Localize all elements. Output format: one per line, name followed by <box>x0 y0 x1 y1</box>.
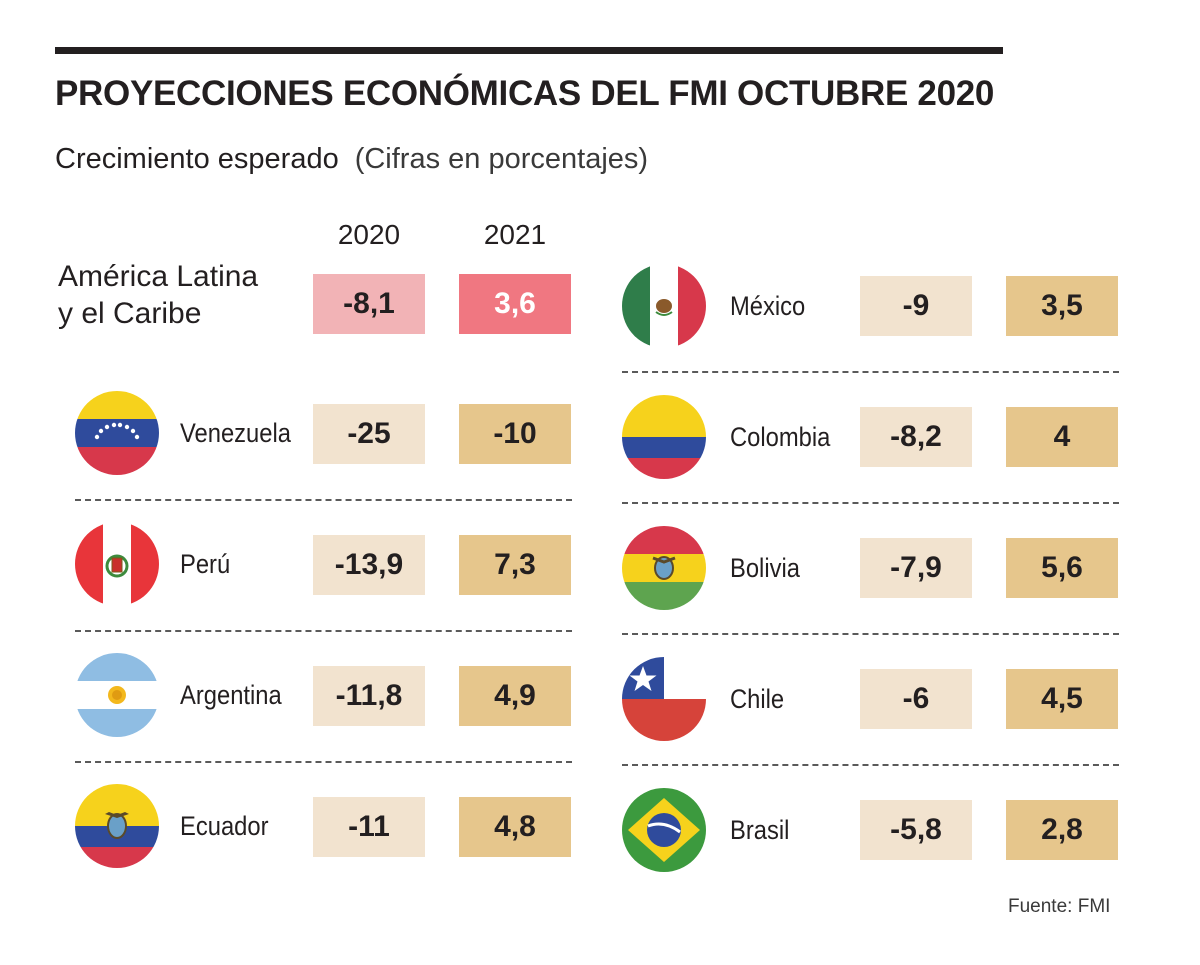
value-2021: 2,8 <box>1006 800 1118 860</box>
region-label-line2: y el Caribe <box>58 297 202 330</box>
colombia-flag-icon <box>622 395 706 479</box>
ecuador-flag-icon <box>75 784 159 868</box>
region-value-2021: 3,6 <box>459 274 571 334</box>
value-2021: 4 <box>1006 407 1118 467</box>
country-label: Chile <box>730 684 785 714</box>
value-2021: -10 <box>459 404 571 464</box>
row-divider <box>622 502 1119 504</box>
country-label: Argentina <box>180 680 282 710</box>
column-header-2021: 2021 <box>483 219 547 250</box>
row-divider <box>622 371 1119 373</box>
country-label: México <box>730 291 806 321</box>
value-2021: 5,6 <box>1006 538 1118 598</box>
mexico-flag-icon <box>622 264 706 348</box>
column-header-2020: 2020 <box>337 219 401 250</box>
brasil-flag-icon <box>622 788 706 872</box>
value-2020: -8,2 <box>860 407 972 467</box>
value-2021: 3,5 <box>1006 276 1118 336</box>
value-2020: -11 <box>313 797 425 857</box>
value-2021: 4,9 <box>459 666 571 726</box>
value-2020: -7,9 <box>860 538 972 598</box>
top-rule <box>55 47 1003 54</box>
value-2021: 4,8 <box>459 797 571 857</box>
row-divider <box>75 761 572 763</box>
region-value-2020: -8,1 <box>313 274 425 334</box>
country-label: Colombia <box>730 422 831 452</box>
row-divider <box>622 764 1119 766</box>
value-2020: -25 <box>313 404 425 464</box>
row-divider <box>622 633 1119 635</box>
value-2020: -9 <box>860 276 972 336</box>
country-label: Bolivia <box>730 553 801 583</box>
source-note: Fuente: FMI <box>1008 896 1111 917</box>
country-label: Brasil <box>730 815 790 845</box>
value-2021: 4,5 <box>1006 669 1118 729</box>
bolivia-flag-icon <box>622 526 706 610</box>
chart-subtitle: Crecimiento esperado (Cifras en porcentaj… <box>55 141 648 177</box>
value-2020: -13,9 <box>313 535 425 595</box>
chile-flag-icon <box>622 657 706 741</box>
subtitle-main: Crecimiento esperado <box>55 143 339 175</box>
country-label: Venezuela <box>180 418 291 448</box>
venezuela-flag-icon <box>75 391 159 475</box>
value-2021: 7,3 <box>459 535 571 595</box>
peru-flag-icon <box>75 522 159 606</box>
subtitle-note: (Cifras en porcentajes) <box>354 143 649 175</box>
country-label: Perú <box>180 549 231 579</box>
value-2020: -11,8 <box>313 666 425 726</box>
chart-title: PROYECCIONES ECONÓMICAS DEL FMI OCTUBRE … <box>55 74 995 113</box>
value-2020: -5,8 <box>860 800 972 860</box>
region-label: América Latina y el Caribe <box>58 258 258 332</box>
country-label: Ecuador <box>180 811 269 841</box>
row-divider <box>75 630 572 632</box>
argentina-flag-icon <box>75 653 159 737</box>
value-2020: -6 <box>860 669 972 729</box>
row-divider <box>75 499 572 501</box>
region-label-line1: América Latina <box>58 260 259 293</box>
